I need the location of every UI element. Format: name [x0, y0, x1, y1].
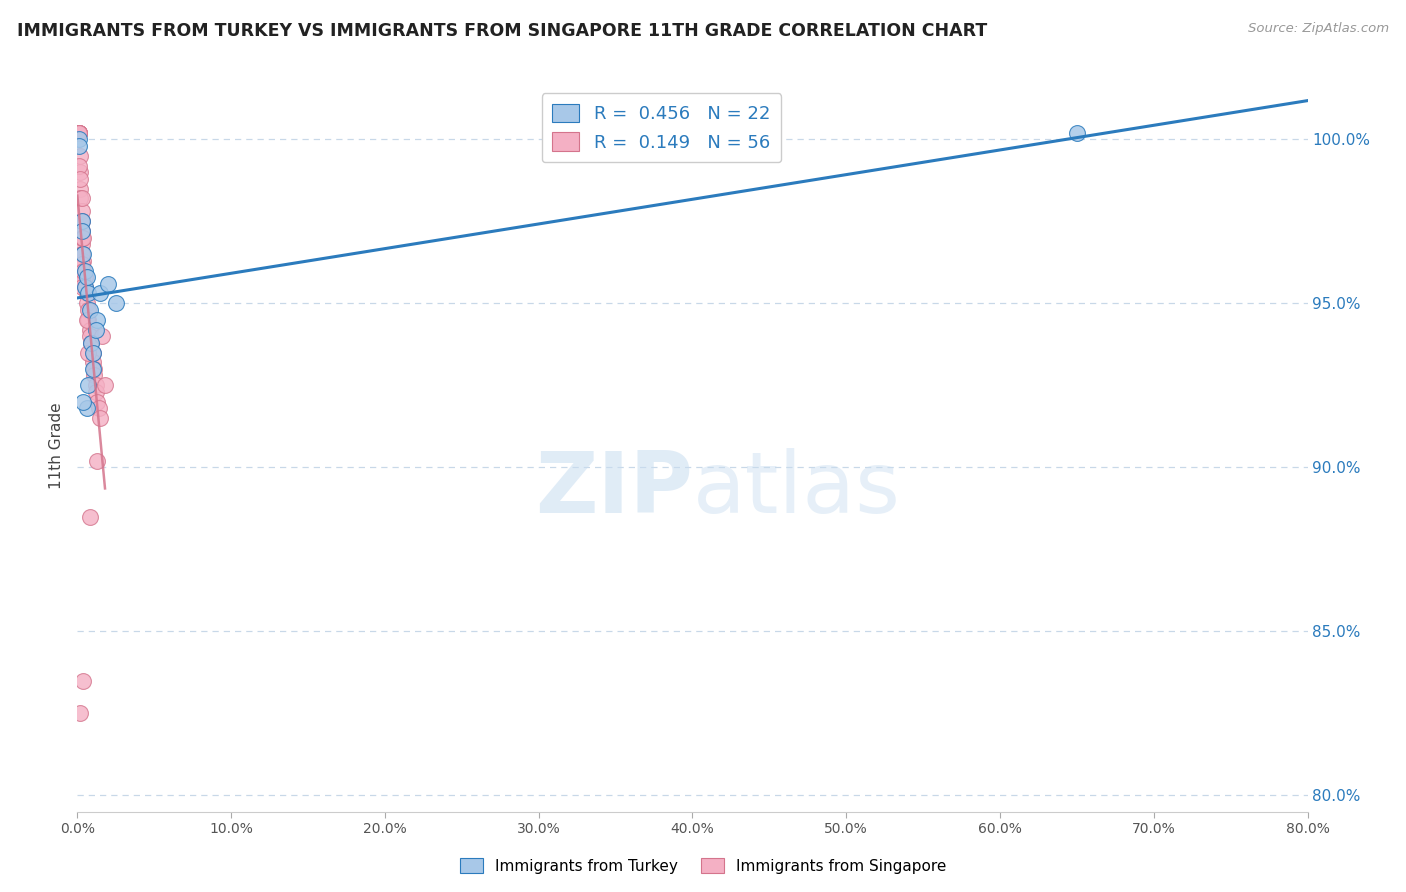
Point [77, 286, 100, 301]
Point [77, 312, 100, 326]
Point [80, 335, 103, 350]
Point [67, 126, 90, 140]
Point [76, 296, 98, 310]
Point [97, 277, 120, 291]
Point [76, 286, 98, 301]
Point [70, 247, 93, 261]
Point [70, 280, 93, 294]
Text: Source: ZipAtlas.com: Source: ZipAtlas.com [1249, 22, 1389, 36]
Text: atlas: atlas [693, 449, 900, 532]
Point [67, 139, 90, 153]
Point [89, 411, 111, 425]
Text: ZIP: ZIP [534, 449, 693, 532]
Point [89, 286, 111, 301]
Point [70, 231, 93, 245]
Text: IMMIGRANTS FROM TURKEY VS IMMIGRANTS FROM SINGAPORE 11TH GRADE CORRELATION CHART: IMMIGRANTS FROM TURKEY VS IMMIGRANTS FRO… [17, 22, 987, 40]
Point [86, 312, 108, 326]
Point [104, 296, 127, 310]
Point [73, 263, 96, 277]
Point [86, 454, 108, 468]
Point [67, 126, 90, 140]
Point [87, 401, 110, 416]
Point [70, 257, 93, 271]
Point [70, 191, 93, 205]
Point [86, 394, 108, 409]
Point [67, 126, 90, 140]
Point [73, 280, 96, 294]
Point [70, 247, 93, 261]
Point [69, 171, 91, 186]
Point [77, 378, 100, 392]
Point [77, 302, 100, 317]
Point [70, 270, 93, 285]
Point [69, 706, 91, 721]
Y-axis label: 11th Grade: 11th Grade [49, 402, 65, 490]
Point [82, 345, 104, 359]
Point [82, 345, 104, 359]
Point [72, 673, 94, 688]
Point [77, 345, 100, 359]
Point [69, 181, 91, 195]
Point [76, 312, 98, 326]
Point [67, 126, 90, 140]
Point [82, 355, 104, 369]
Point [70, 224, 93, 238]
Point [72, 263, 94, 277]
Point [69, 191, 91, 205]
Point [79, 322, 101, 336]
Point [72, 253, 94, 268]
Point [94, 378, 117, 392]
Point [72, 231, 94, 245]
Point [66, 126, 89, 140]
Point [79, 329, 101, 343]
Point [82, 362, 104, 376]
Point [67, 159, 90, 173]
Point [80, 335, 103, 350]
Legend: Immigrants from Turkey, Immigrants from Singapore: Immigrants from Turkey, Immigrants from … [454, 852, 952, 880]
Point [83, 362, 105, 376]
Point [70, 214, 93, 228]
Point [70, 224, 93, 238]
Point [67, 126, 90, 140]
Point [79, 302, 101, 317]
Point [73, 270, 96, 285]
Point [70, 237, 93, 252]
Point [72, 247, 94, 261]
Point [69, 165, 91, 179]
Point [72, 394, 94, 409]
Point [72, 263, 94, 277]
Point [67, 132, 90, 146]
Point [84, 322, 107, 336]
Legend: R =  0.456   N = 22, R =  0.149   N = 56: R = 0.456 N = 22, R = 0.149 N = 56 [541, 93, 782, 162]
Point [84, 378, 107, 392]
Point [76, 270, 98, 285]
Point [67, 126, 90, 140]
Point [83, 368, 105, 383]
Point [67, 126, 90, 140]
Point [79, 509, 101, 524]
Point [70, 204, 93, 219]
Point [90, 329, 114, 343]
Point [73, 280, 96, 294]
Point [1066, 126, 1088, 140]
Point [67, 126, 90, 140]
Point [84, 384, 107, 399]
Point [70, 214, 93, 228]
Point [69, 149, 91, 163]
Point [76, 401, 98, 416]
